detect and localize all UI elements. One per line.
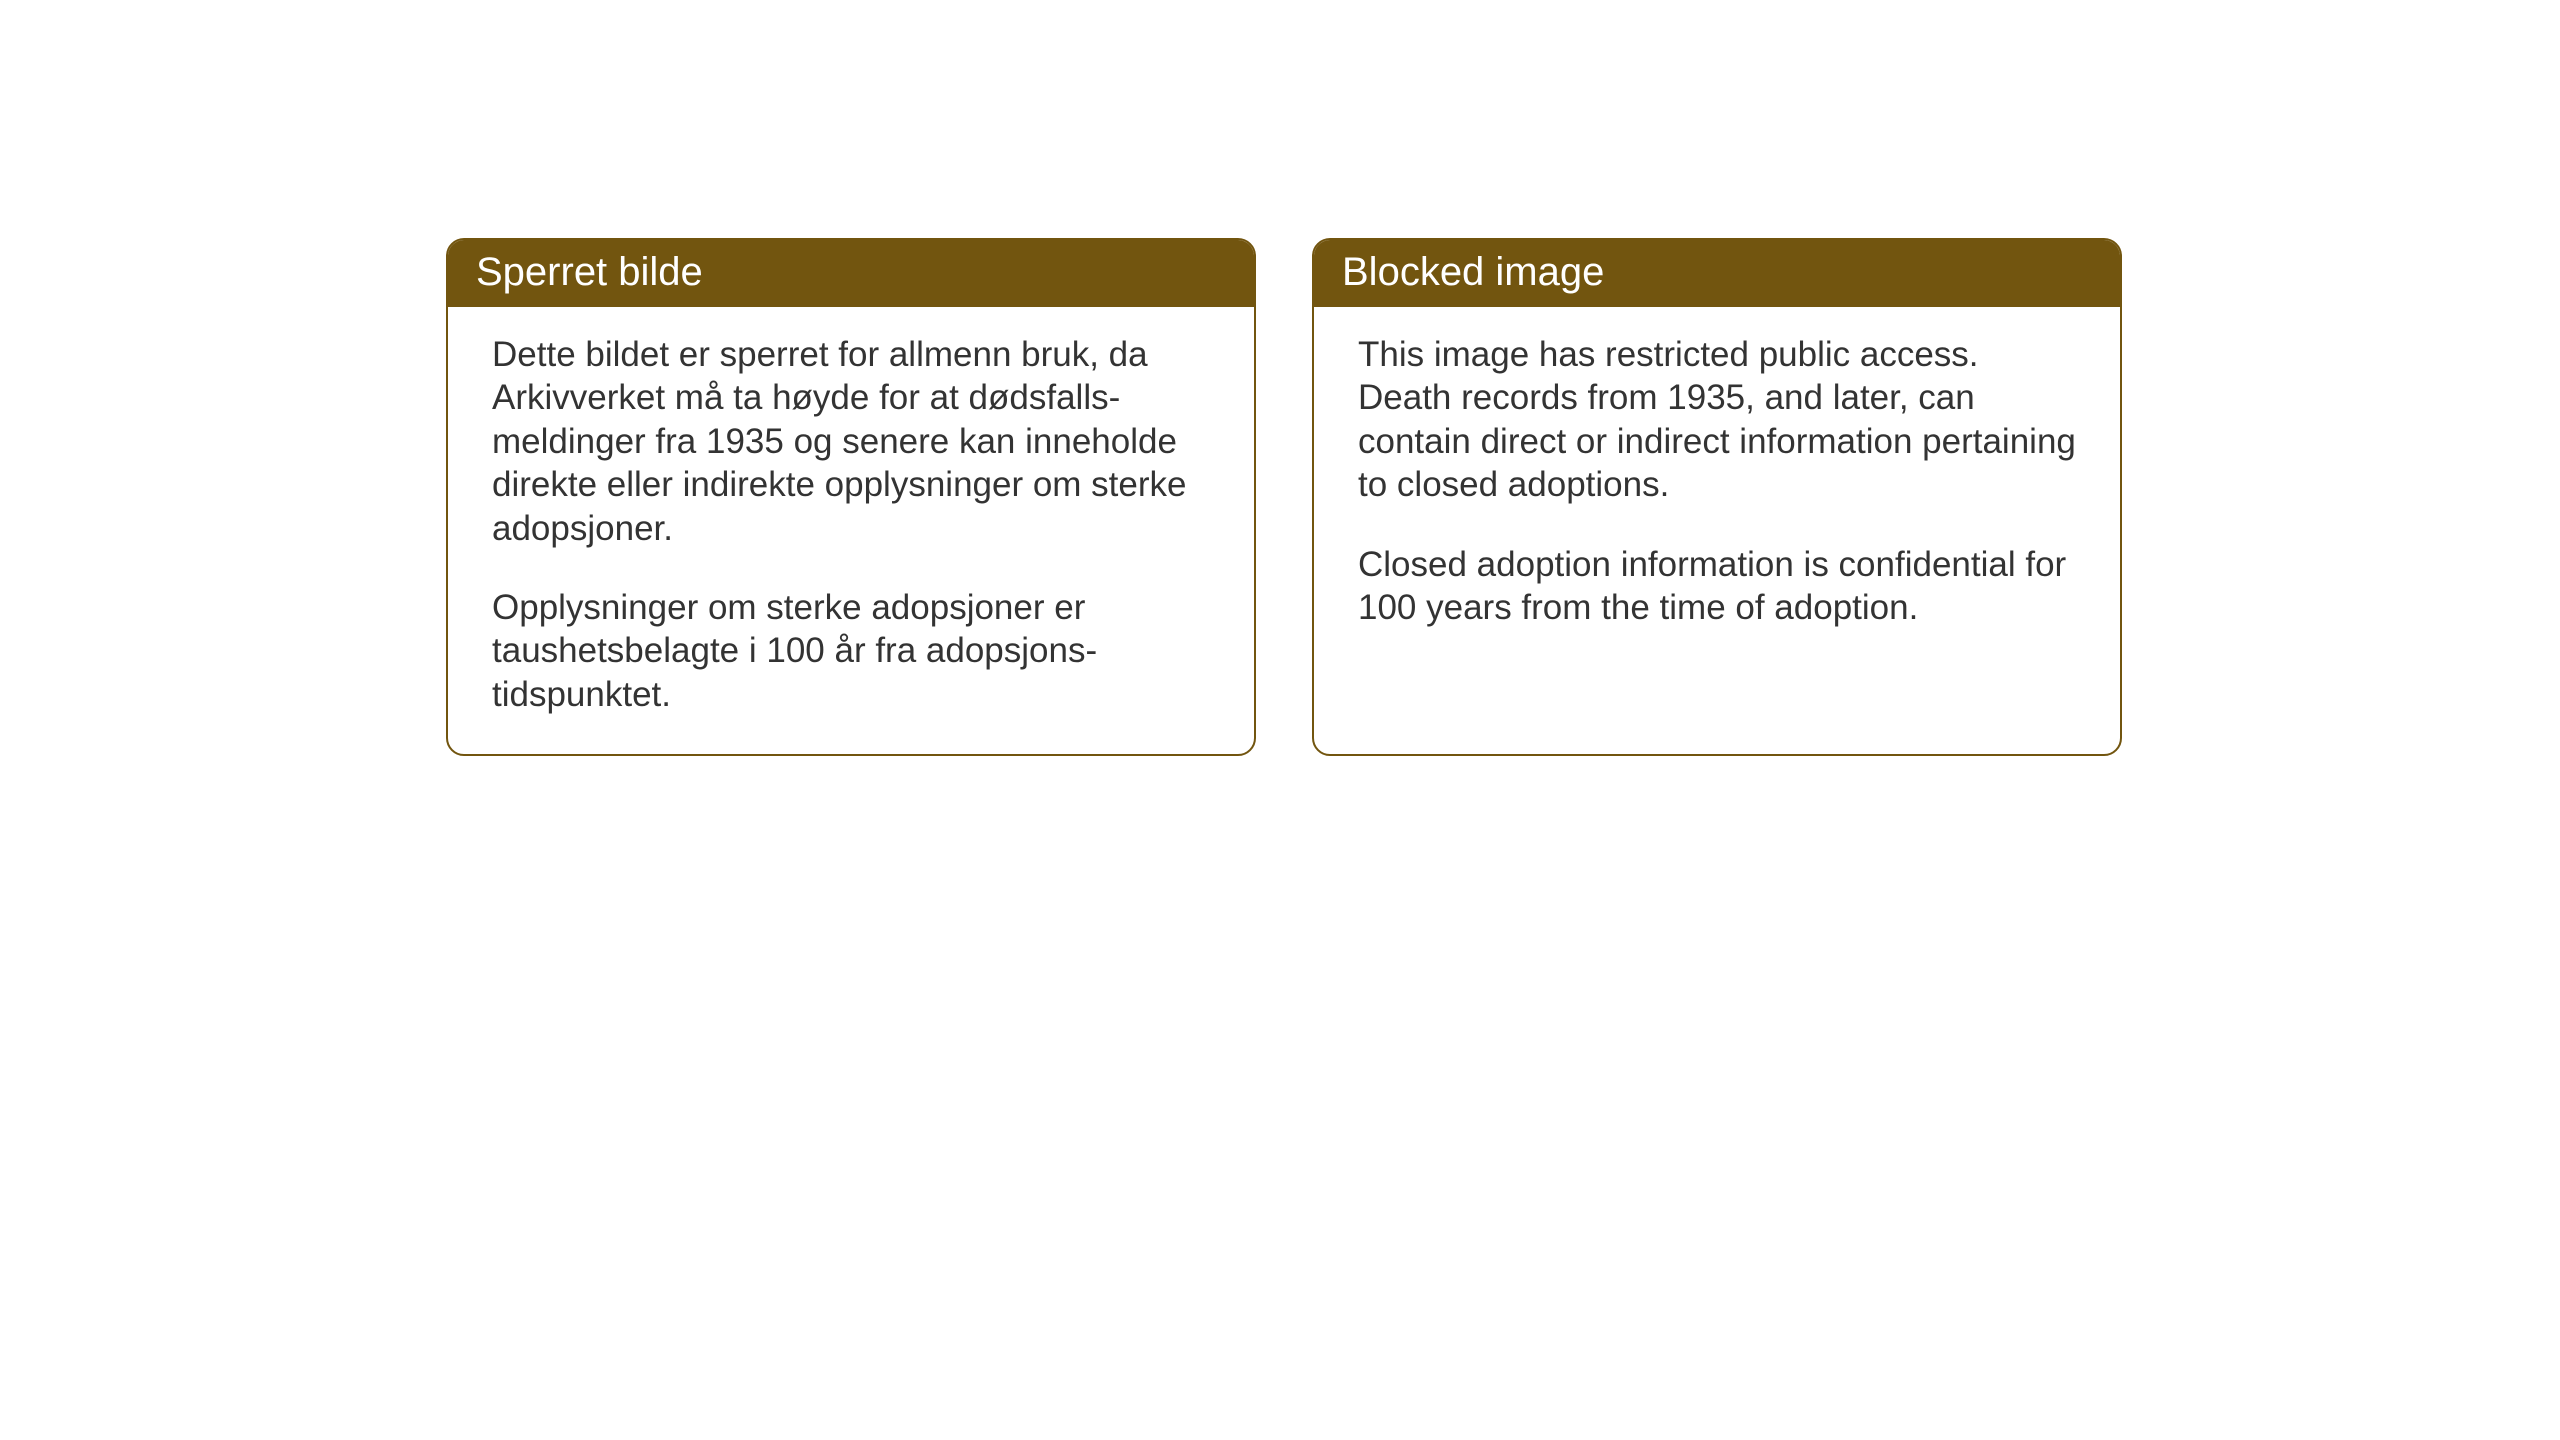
- card-paragraph-norwegian-2: Opplysninger om sterke adopsjoner er tau…: [492, 586, 1210, 716]
- card-paragraph-english-1: This image has restricted public access.…: [1358, 333, 2076, 507]
- card-header-norwegian: Sperret bilde: [448, 240, 1254, 307]
- card-header-english: Blocked image: [1314, 240, 2120, 307]
- card-title-norwegian: Sperret bilde: [476, 250, 703, 294]
- notice-container: Sperret bilde Dette bildet er sperret fo…: [446, 238, 2122, 756]
- card-paragraph-norwegian-1: Dette bildet er sperret for allmenn bruk…: [492, 333, 1210, 550]
- card-paragraph-english-2: Closed adoption information is confident…: [1358, 543, 2076, 630]
- card-body-english: This image has restricted public access.…: [1314, 307, 2120, 667]
- card-title-english: Blocked image: [1342, 250, 1604, 294]
- notice-card-english: Blocked image This image has restricted …: [1312, 238, 2122, 756]
- card-body-norwegian: Dette bildet er sperret for allmenn bruk…: [448, 307, 1254, 754]
- notice-card-norwegian: Sperret bilde Dette bildet er sperret fo…: [446, 238, 1256, 756]
